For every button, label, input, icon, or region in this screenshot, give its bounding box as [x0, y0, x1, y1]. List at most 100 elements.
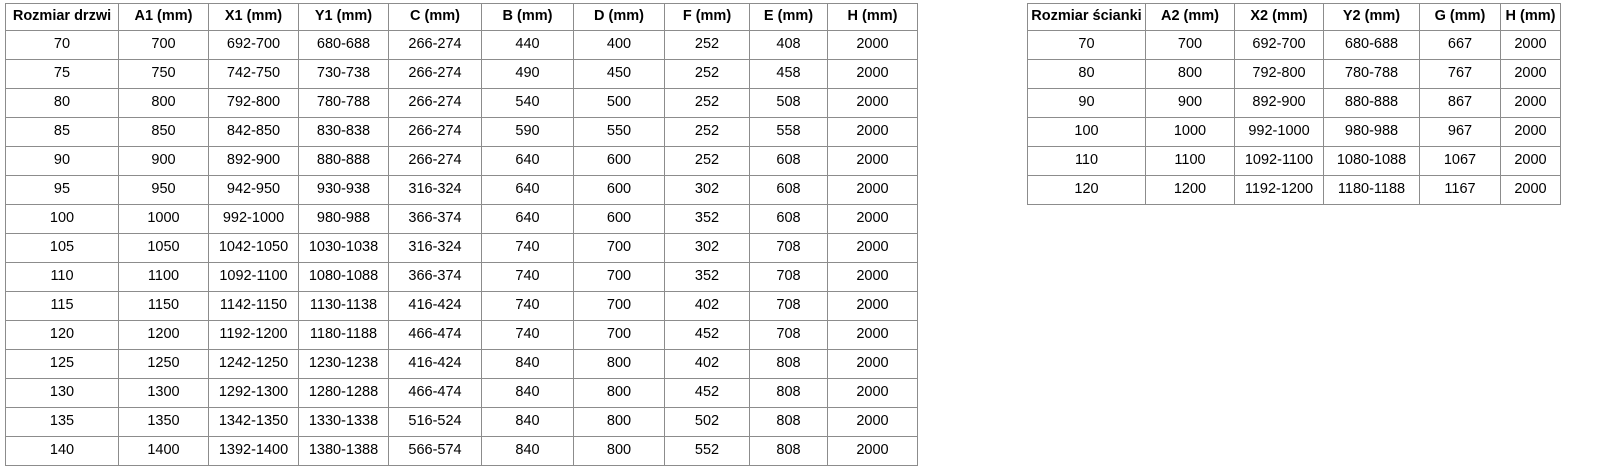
table-cell: 1242-1250	[208, 349, 299, 379]
door-size-cell: 140	[5, 436, 119, 466]
table-cell: 302	[664, 175, 750, 205]
door-size-cell: 135	[5, 407, 119, 437]
table-row: 125 1250 1242-1250 1230-1238 416-424 840 800 40…	[5, 349, 918, 379]
table-cell: 1380-1388	[298, 436, 389, 466]
table-row: 70 700 692-700 680-688 667 2000	[1027, 30, 1561, 60]
table-cell: 880-888	[298, 146, 389, 176]
table-cell: 540	[481, 88, 574, 118]
table-cell: 552	[664, 436, 750, 466]
table-cell: 2000	[1500, 30, 1561, 60]
door-size-cell: 120	[5, 320, 119, 350]
table-cell: 850	[118, 117, 209, 147]
table-cell: 1280-1288	[298, 378, 389, 408]
table-cell: 1092-1100	[208, 262, 299, 292]
table-cell: 892-900	[208, 146, 299, 176]
table-cell: 840	[481, 436, 574, 466]
table-cell: 1080-1088	[298, 262, 389, 292]
door-size-cell: 115	[5, 291, 119, 321]
wall-size-cell: 90	[1027, 88, 1146, 118]
table-row: 135 1350 1342-1350 1330-1338 516-524 840 800 50…	[5, 407, 918, 437]
table-cell: 2000	[1500, 117, 1561, 147]
table-cell: 800	[1145, 59, 1235, 89]
table-cell: 700	[118, 30, 209, 60]
table-cell: 452	[664, 378, 750, 408]
table-cell: 316-324	[388, 233, 482, 263]
table-cell: 1180-1188	[298, 320, 389, 350]
table-cell: 2000	[827, 30, 918, 60]
wall-size-cell: 120	[1027, 175, 1146, 205]
table-row: 80 800 792-800 780-788 266-274 540 500 252 508 20…	[5, 88, 918, 118]
table-cell: 792-800	[1234, 59, 1324, 89]
table-cell: 808	[749, 436, 828, 466]
table-cell: 840	[481, 378, 574, 408]
table-cell: 600	[573, 204, 665, 234]
table-cell: 930-938	[298, 175, 389, 205]
table-cell: 266-274	[388, 117, 482, 147]
door-column-header: X1 (mm)	[208, 3, 299, 31]
table-cell: 400	[573, 30, 665, 60]
table-header-row: Rozmiar drzwi A1 (mm) X1 (mm) Y1 (mm) C (mm)…	[5, 3, 918, 31]
table-cell: 352	[664, 262, 750, 292]
table-cell: 700	[573, 233, 665, 263]
table-cell: 900	[1145, 88, 1235, 118]
table-cell: 740	[481, 291, 574, 321]
table-cell: 740	[481, 320, 574, 350]
table-row: 90 900 892-900 880-888 867 2000	[1027, 88, 1561, 118]
table-cell: 408	[749, 30, 828, 60]
table-row: 80 800 792-800 780-788 767 2000	[1027, 59, 1561, 89]
table-row: 100 1000 992-1000 980-988 366-374 640 600 352 60…	[5, 204, 918, 234]
table-row: 115 1150 1142-1150 1130-1138 416-424 740 700 40…	[5, 291, 918, 321]
table-row: 130 1300 1292-1300 1280-1288 466-474 840 800 45…	[5, 378, 918, 408]
door-column-header: C (mm)	[388, 3, 482, 31]
table-cell: 740	[481, 233, 574, 263]
table-cell: 2000	[827, 233, 918, 263]
table-cell: 608	[749, 175, 828, 205]
table-cell: 780-788	[1323, 59, 1420, 89]
table-cell: 900	[118, 146, 209, 176]
table-cell: 680-688	[1323, 30, 1420, 60]
table-cell: 1100	[118, 262, 209, 292]
table-cell: 252	[664, 117, 750, 147]
table-cell: 750	[118, 59, 209, 89]
table-cell: 252	[664, 59, 750, 89]
table-cell: 466-474	[388, 378, 482, 408]
table-cell: 566-574	[388, 436, 482, 466]
door-column-header: Y1 (mm)	[298, 3, 389, 31]
table-cell: 2000	[827, 436, 918, 466]
table-cell: 2000	[827, 59, 918, 89]
table-row: 105 1050 1042-1050 1030-1038 316-324 740 700 30…	[5, 233, 918, 263]
table-cell: 1092-1100	[1234, 146, 1324, 176]
table-cell: 1230-1238	[298, 349, 389, 379]
door-size-cell: 95	[5, 175, 119, 205]
table-cell: 600	[573, 146, 665, 176]
door-column-header: D (mm)	[573, 3, 665, 31]
table-cell: 608	[749, 204, 828, 234]
table-cell: 700	[573, 262, 665, 292]
table-cell: 980-988	[1323, 117, 1420, 147]
table-row: 70 700 692-700 680-688 266-274 440 400 252 408 20…	[5, 30, 918, 60]
door-size-cell: 70	[5, 30, 119, 60]
wall-size-cell: 70	[1027, 30, 1146, 60]
door-size-cell: 110	[5, 262, 119, 292]
table-cell: 808	[749, 378, 828, 408]
table-cell: 2000	[827, 291, 918, 321]
door-size-cell: 125	[5, 349, 119, 379]
table-cell: 508	[749, 88, 828, 118]
table-row: 100 1000 992-1000 980-988 967 2000	[1027, 117, 1561, 147]
table-cell: 1400	[118, 436, 209, 466]
table-cell: 1392-1400	[208, 436, 299, 466]
table-cell: 2000	[827, 262, 918, 292]
door-table-body: 70 700 692-700 680-688 266-274 440 400 252 408 20…	[5, 30, 918, 466]
table-cell: 667	[1419, 30, 1501, 60]
table-cell: 2000	[1500, 146, 1561, 176]
table-cell: 808	[749, 349, 828, 379]
table-cell: 416-424	[388, 291, 482, 321]
table-cell: 366-374	[388, 262, 482, 292]
door-column-header: H (mm)	[827, 3, 918, 31]
table-cell: 1250	[118, 349, 209, 379]
table-cell: 2000	[1500, 59, 1561, 89]
table-cell: 558	[749, 117, 828, 147]
table-cell: 767	[1419, 59, 1501, 89]
table-cell: 458	[749, 59, 828, 89]
door-size-cell: 90	[5, 146, 119, 176]
